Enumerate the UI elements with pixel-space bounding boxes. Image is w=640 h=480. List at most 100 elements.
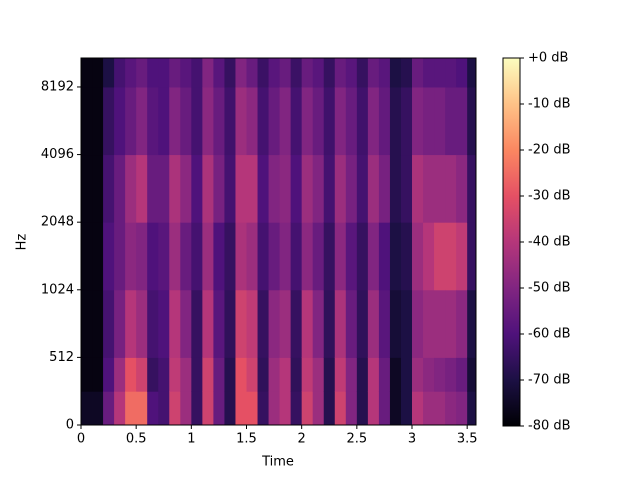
heat-cell bbox=[224, 357, 236, 392]
heat-cell bbox=[389, 391, 402, 425]
heat-cell bbox=[323, 58, 336, 88]
heat-cell bbox=[301, 154, 314, 223]
heat-cell bbox=[147, 289, 159, 358]
heat-cell bbox=[114, 86, 126, 156]
heat-cell bbox=[158, 289, 170, 358]
heat-cell bbox=[235, 154, 248, 223]
heat-cell bbox=[334, 391, 347, 425]
heat-cell bbox=[434, 391, 446, 425]
heat-cell bbox=[81, 154, 93, 223]
heat-cell bbox=[290, 86, 303, 156]
heat-cell bbox=[345, 357, 358, 392]
heat-cell bbox=[180, 86, 192, 156]
heat-cell bbox=[301, 86, 314, 156]
heat-cell bbox=[467, 357, 476, 392]
heat-cell bbox=[268, 391, 281, 425]
heat-cell bbox=[356, 222, 369, 291]
heat-cell bbox=[235, 357, 248, 392]
heat-cell bbox=[114, 154, 126, 223]
heat-cell bbox=[323, 86, 336, 156]
heat-cell bbox=[103, 391, 115, 425]
heat-cell bbox=[345, 154, 358, 223]
heat-cell bbox=[456, 86, 468, 156]
heat-cell bbox=[147, 58, 159, 88]
heat-cell bbox=[268, 222, 281, 291]
heat-cell bbox=[412, 154, 424, 223]
heat-cell bbox=[147, 86, 159, 156]
heat-cell bbox=[268, 289, 281, 358]
heat-cell bbox=[125, 58, 137, 88]
heat-cell bbox=[147, 391, 159, 425]
heat-cell bbox=[356, 391, 369, 425]
heat-cell bbox=[92, 86, 104, 156]
heat-cell bbox=[279, 289, 292, 358]
heat-cell bbox=[213, 154, 225, 223]
heat-cell bbox=[125, 357, 137, 392]
heat-cell bbox=[290, 154, 303, 223]
x-tick-label: 0 bbox=[77, 432, 85, 447]
x-tick-label: 2.5 bbox=[346, 432, 367, 447]
y-axis-label: Hz bbox=[15, 234, 30, 251]
heat-cell bbox=[125, 154, 137, 223]
heat-cell bbox=[257, 357, 270, 392]
heat-cell bbox=[456, 357, 468, 392]
x-tick-label: 2 bbox=[298, 432, 306, 447]
heat-cell bbox=[445, 391, 457, 425]
heat-cell bbox=[147, 357, 159, 392]
heat-cell bbox=[378, 289, 391, 358]
heat-cell bbox=[412, 357, 424, 392]
y-tick-label: 8192 bbox=[41, 79, 74, 94]
heat-cell bbox=[423, 357, 435, 392]
y-tick-label: 0 bbox=[66, 418, 74, 433]
heat-cell bbox=[312, 222, 325, 291]
colorbar-tick-label: -80 dB bbox=[528, 419, 571, 434]
heat-cell bbox=[279, 391, 292, 425]
heat-cell bbox=[92, 289, 104, 358]
heat-cell bbox=[423, 154, 435, 223]
heat-cell bbox=[312, 357, 325, 392]
heat-cell bbox=[334, 58, 347, 88]
heat-cell bbox=[345, 222, 358, 291]
heat-cell bbox=[400, 391, 413, 425]
heat-cell bbox=[125, 222, 137, 291]
heat-cell bbox=[213, 222, 225, 291]
heat-cell bbox=[191, 58, 203, 88]
heat-cell bbox=[378, 222, 391, 291]
heat-cell bbox=[423, 391, 435, 425]
heat-cell bbox=[114, 58, 126, 88]
heat-cell bbox=[467, 154, 476, 223]
heat-cell bbox=[235, 289, 248, 358]
heat-cell bbox=[312, 86, 325, 156]
heat-cell bbox=[412, 391, 424, 425]
heat-cell bbox=[103, 58, 115, 88]
heat-cell bbox=[103, 357, 115, 392]
heat-cell bbox=[213, 289, 225, 358]
x-tick-label: 1.5 bbox=[236, 432, 257, 447]
heat-cell bbox=[268, 86, 281, 156]
heat-cell bbox=[378, 391, 391, 425]
heat-cell bbox=[169, 58, 181, 88]
heat-cell bbox=[312, 58, 325, 88]
colorbar-tick-label: -30 dB bbox=[528, 189, 571, 204]
heat-cell bbox=[367, 58, 380, 88]
heat-cell bbox=[268, 154, 281, 223]
heat-cell bbox=[290, 357, 303, 392]
heat-cell bbox=[323, 357, 336, 392]
heat-cell bbox=[312, 154, 325, 223]
heat-cell bbox=[412, 222, 424, 291]
heat-cell bbox=[345, 86, 358, 156]
heat-cell bbox=[169, 289, 181, 358]
heat-cell bbox=[412, 289, 424, 358]
colorbar-tick-label: +0 dB bbox=[528, 51, 568, 66]
heat-cell bbox=[279, 357, 292, 392]
heat-cell bbox=[257, 58, 270, 88]
heat-cell bbox=[103, 289, 115, 358]
heat-cell bbox=[323, 222, 336, 291]
heat-cell bbox=[434, 222, 446, 291]
heat-cell bbox=[235, 222, 248, 291]
heat-cell bbox=[257, 154, 270, 223]
heat-cell bbox=[224, 86, 236, 156]
heat-cell bbox=[279, 222, 292, 291]
heat-cell bbox=[202, 154, 214, 223]
heat-cell bbox=[158, 357, 170, 392]
